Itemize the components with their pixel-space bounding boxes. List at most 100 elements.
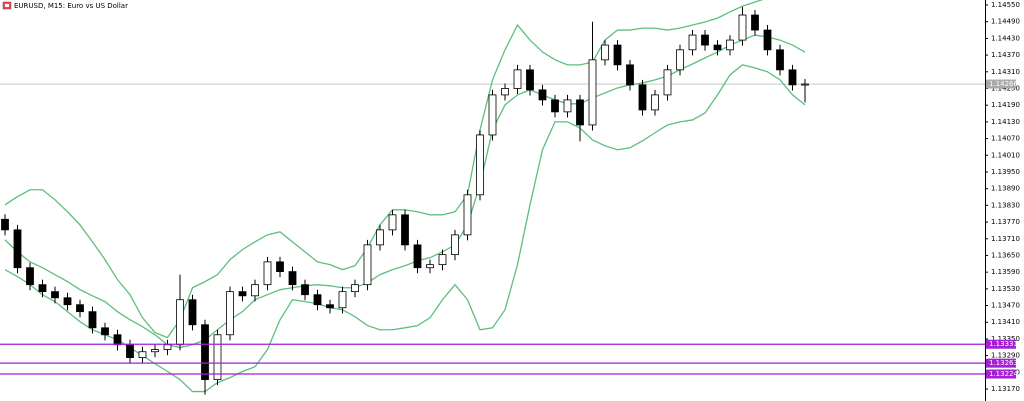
candle-body	[651, 94, 659, 111]
candle-body	[238, 291, 247, 297]
candle-body	[338, 291, 347, 309]
candle-body	[388, 214, 397, 231]
candle-body	[801, 83, 809, 86]
candle-body	[476, 134, 484, 196]
y-tick-label: 1.13890	[991, 185, 1020, 193]
y-tick-label: 1.14370	[991, 51, 1020, 59]
candle-body	[526, 69, 534, 91]
candle-body	[776, 49, 784, 71]
candle-body	[213, 334, 222, 380]
y-tick-label: 1.13650	[991, 251, 1020, 259]
candle-body	[288, 271, 297, 286]
y-tick-label: 1.14550	[991, 1, 1020, 9]
candle-body	[251, 284, 259, 297]
price-label-box	[986, 79, 1016, 89]
candle-body	[13, 229, 22, 269]
y-tick-label: 1.14130	[991, 118, 1020, 126]
symbol-icon-inner	[5, 4, 9, 7]
plot-area	[0, 0, 985, 395]
candle-body	[513, 69, 522, 89]
candle-body	[601, 44, 609, 61]
y-tick-label: 1.13950	[991, 168, 1020, 176]
y-tick-label: 1.13590	[991, 268, 1020, 276]
y-tick-label: 1.13830	[991, 201, 1020, 209]
candle-body	[126, 344, 134, 358]
candle-body	[551, 99, 559, 113]
candle-body	[313, 294, 322, 306]
candle-body	[676, 49, 684, 71]
candle-body	[1, 218, 9, 231]
chart-title: EURUSD, M15: Euro vs US Dollar	[14, 2, 128, 10]
axis-labels: 1.14550 1.14490 1.14430 1.14370 1.14310 1.142…	[985, 1, 1020, 393]
candle-body	[101, 327, 109, 336]
candle-body	[188, 299, 197, 326]
candle-body	[326, 304, 334, 309]
candle-body	[26, 267, 34, 286]
candle-body	[76, 304, 84, 313]
middle-band	[4, 34, 806, 349]
candle-body	[663, 69, 672, 96]
candle-body	[726, 39, 734, 51]
candle-body	[751, 14, 759, 31]
candle-body	[301, 284, 309, 296]
candle-body	[763, 29, 772, 51]
candle-body	[688, 34, 697, 51]
y-tick-label: 1.13170	[991, 385, 1020, 393]
y-tick-label: 1.13410	[991, 318, 1020, 326]
y-tick-label: 1.13470	[991, 302, 1020, 310]
candle-body	[438, 254, 447, 266]
y-tick-label: 1.13530	[991, 285, 1020, 293]
candle-body	[738, 14, 747, 41]
candle-body	[501, 88, 509, 96]
candle-body	[488, 94, 497, 136]
y-tick-label: 1.13290	[991, 352, 1020, 360]
candle-body	[226, 291, 234, 336]
candle-body	[201, 324, 209, 380]
y-tick-label: 1.14190	[991, 101, 1020, 109]
y-tick-label: 1.14490	[991, 18, 1020, 26]
candle-body	[426, 264, 434, 269]
y-tick-label: 1.14430	[991, 34, 1020, 42]
candle-body	[88, 311, 97, 329]
y-tick-label: 1.13350	[991, 335, 1020, 343]
price-label: 1.14266	[989, 80, 1018, 88]
candle-body	[451, 234, 459, 256]
candle-body	[413, 244, 422, 269]
level-label: 1.13331	[989, 340, 1018, 348]
candle-body	[376, 229, 384, 246]
candle-body	[351, 284, 359, 293]
y-tick-label: 1.14310	[991, 68, 1020, 76]
candle-body	[176, 299, 184, 346]
y-tick-label: 1.14070	[991, 135, 1020, 143]
candle-body	[38, 284, 47, 293]
candle-body	[263, 261, 272, 286]
lower-band	[4, 64, 806, 393]
y-tick-label: 1.13710	[991, 235, 1020, 243]
y-tick-label: 1.13770	[991, 218, 1020, 226]
candle-body	[113, 334, 122, 346]
candle-body	[638, 84, 647, 111]
candle-body	[713, 44, 722, 51]
candle-body	[151, 349, 159, 353]
candle-body	[138, 351, 147, 358]
level-label-box	[986, 369, 1016, 379]
candle-body	[576, 99, 584, 126]
candle-body	[613, 44, 622, 66]
candle-body	[563, 99, 572, 113]
y-tick-label: 1.14010	[991, 151, 1020, 159]
candle-body	[701, 34, 709, 46]
level-label-box	[986, 339, 1016, 349]
candle-body	[363, 244, 372, 286]
level-label-box	[986, 358, 1016, 368]
candle-body	[788, 69, 797, 86]
candle-body	[51, 291, 59, 299]
candle-body	[463, 194, 472, 236]
candle-body	[63, 297, 72, 306]
candle-body	[276, 261, 284, 273]
candle-body	[401, 214, 409, 246]
candle-body	[538, 89, 547, 101]
candle-body	[626, 64, 634, 86]
level-label: 1.13263	[989, 359, 1018, 367]
